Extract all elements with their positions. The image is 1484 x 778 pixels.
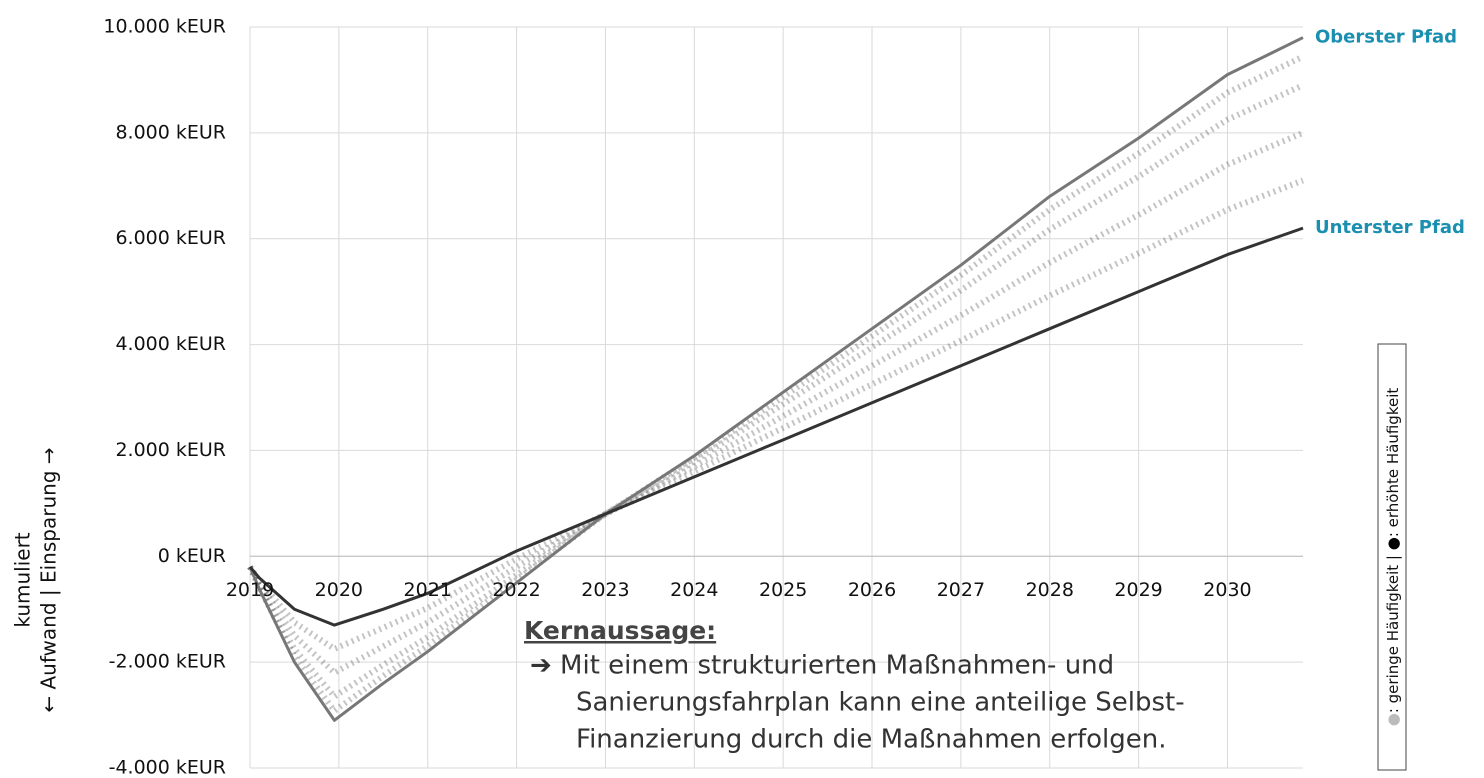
annotation-heading: Kernaussage:: [524, 616, 716, 645]
y-tick-label: 2.000 kEUR: [115, 439, 226, 461]
path-line: [248, 226, 1304, 627]
x-tick-label: 2028: [1026, 579, 1074, 601]
x-tick-label: 2025: [759, 579, 807, 601]
x-tick-label: 2026: [848, 579, 896, 601]
legend-note: ●: geringe Häufigkeit | ●: erhöhte Häufi…: [1384, 388, 1402, 727]
y-tick-label: 4.000 kEUR: [115, 333, 226, 355]
fan-line: [247, 130, 1305, 676]
x-tick-label: 2023: [581, 579, 629, 601]
fan-line: [247, 82, 1305, 700]
x-tick-label: 2020: [315, 579, 363, 601]
x-tick-label: 2027: [937, 579, 985, 601]
x-tick-label: 2022: [492, 579, 540, 601]
x-tick-label: 2019: [226, 579, 274, 601]
legend-marker: ●: [1384, 713, 1402, 726]
fan-line: [247, 53, 1305, 714]
lines: [247, 36, 1305, 722]
annotation-line: Sanierungsfahrplan kann eine anteilige S…: [576, 688, 1185, 718]
labels: -4.000 kEUR -2.000 kEUR 0 kEUR 2.000 kEUR 4.…: [103, 16, 1465, 778]
y-tick-label: -4.000 kEUR: [109, 757, 226, 778]
legend-box: [1377, 343, 1407, 771]
annotation-line: Finanzierung durch die Maßnahmen erfolge…: [576, 725, 1167, 755]
legend-text: : erhöhte Häufigkeit: [1384, 388, 1402, 538]
legend-text: : geringe Häufigkeit |: [1384, 550, 1402, 713]
series-label: Oberster Pfad: [1315, 27, 1457, 48]
y-axis-label: ← Aufwand | Einsparung →: [37, 447, 61, 712]
y-tick-label: 10.000 kEUR: [103, 16, 226, 38]
x-tick-label: 2021: [404, 579, 452, 601]
y-axis-label: kumuliert: [11, 532, 35, 627]
fan-line: [247, 177, 1305, 652]
grid: [249, 26, 1303, 769]
path-line: [248, 36, 1304, 722]
legend-marker: ●: [1384, 537, 1402, 550]
x-tick-label: 2029: [1114, 579, 1162, 601]
annotation-line: ➔ Mit einem strukturierten Maßnahmen- un…: [530, 651, 1114, 681]
x-tick-label: 2030: [1203, 579, 1251, 601]
y-tick-label: 6.000 kEUR: [115, 227, 226, 249]
y-tick-label: 0 kEUR: [158, 545, 226, 567]
y-tick-label: -2.000 kEUR: [109, 651, 226, 673]
x-tick-label: 2024: [670, 579, 718, 601]
series-label: Unterster Pfad: [1315, 217, 1465, 238]
y-tick-label: 8.000 kEUR: [115, 121, 226, 143]
